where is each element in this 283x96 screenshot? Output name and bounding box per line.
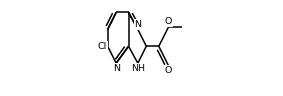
Text: N: N [134, 20, 141, 29]
Text: NH: NH [131, 64, 145, 73]
Text: O: O [165, 17, 172, 26]
Text: O: O [165, 66, 172, 75]
Text: Cl: Cl [98, 42, 107, 51]
Text: N: N [113, 64, 120, 73]
